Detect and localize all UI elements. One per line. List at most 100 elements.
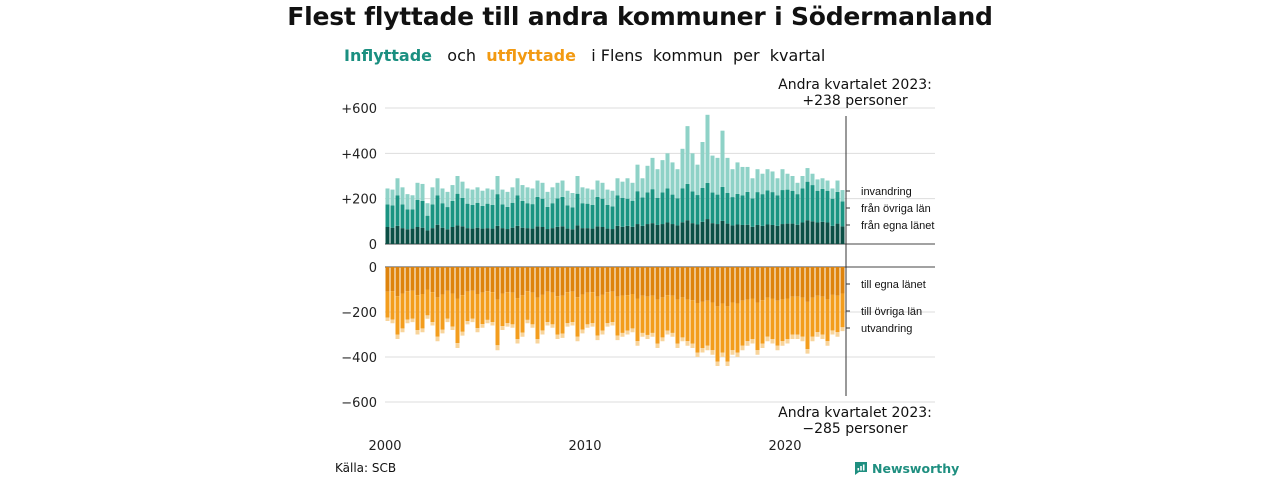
bar-in-egna: [680, 222, 685, 244]
bar-in-egna: [760, 225, 765, 244]
bar-in-egna: [755, 224, 760, 244]
bar-out-egna: [840, 267, 845, 294]
bar-out-utvandring: [760, 343, 765, 348]
bar-out-egna: [440, 267, 445, 295]
bar-in-invandring: [715, 157, 720, 195]
bar-out-utvandring: [650, 332, 655, 337]
bar-out-utvandring: [785, 339, 790, 344]
bar-in-ovriga: [800, 188, 805, 223]
bar-out-utvandring: [545, 322, 550, 326]
bar-out-utvandring: [625, 330, 630, 335]
bar-in-egna: [835, 223, 840, 244]
bar-in-ovriga: [650, 189, 655, 224]
bar-in-egna: [495, 225, 500, 244]
bar-out-ovriga: [625, 295, 630, 331]
bar-in-ovriga: [770, 192, 775, 225]
bar-in-invandring: [650, 157, 655, 190]
bar-out-ovriga: [810, 297, 815, 337]
bar-in-invandring: [490, 189, 495, 205]
bar-in-ovriga: [775, 195, 780, 226]
bar-out-egna: [660, 267, 665, 298]
bar-out-egna: [595, 267, 600, 297]
bar-out-utvandring: [840, 327, 845, 332]
bar-out-egna: [620, 267, 625, 296]
bar-in-ovriga: [820, 188, 825, 222]
bar-in-egna: [700, 221, 705, 244]
bar-in-invandring: [410, 195, 415, 210]
bar-in-egna: [390, 227, 395, 244]
bar-in-ovriga: [535, 196, 540, 227]
bar-in-invandring: [520, 185, 525, 201]
bar-in-ovriga: [545, 206, 550, 230]
bar-in-egna: [465, 228, 470, 244]
bar-out-utvandring: [490, 322, 495, 326]
bar-out-egna: [445, 267, 450, 291]
bar-in-invandring: [775, 178, 780, 196]
bar-in-ovriga: [495, 194, 500, 226]
bar-in-invandring: [555, 182, 560, 199]
bar-in-ovriga: [710, 192, 715, 224]
bar-in-egna: [655, 224, 660, 244]
bar-in-invandring: [645, 165, 650, 193]
bar-in-invandring: [640, 178, 645, 198]
bar-in-invandring: [620, 181, 625, 198]
series-label-in: invandring: [861, 186, 912, 198]
bar-out-utvandring: [590, 323, 595, 327]
bar-in-ovriga: [515, 195, 520, 226]
bar-out-utvandring: [640, 332, 645, 337]
bar-in-ovriga: [560, 196, 565, 227]
bar-out-egna: [800, 267, 805, 298]
bar-out-egna: [520, 267, 525, 296]
bar-in-invandring: [800, 176, 805, 189]
bar-out-ovriga: [815, 295, 820, 333]
bar-in-egna: [640, 225, 645, 244]
bar-in-egna: [780, 224, 785, 244]
bar-out-utvandring: [645, 334, 650, 339]
chart-title: Flest flyttade till andra kommuner i Söd…: [287, 2, 993, 31]
bar-in-ovriga: [505, 206, 510, 230]
bar-in-ovriga: [470, 204, 475, 229]
bar-in-invandring: [740, 166, 745, 196]
bar-out-ovriga: [620, 295, 625, 333]
bar-out-utvandring: [665, 330, 670, 335]
bar-in-invandring: [655, 169, 660, 198]
y-tick-top: +200: [341, 193, 377, 208]
bar-in-ovriga: [525, 203, 530, 229]
bar-out-utvandring: [565, 323, 570, 327]
bar-in-egna: [440, 227, 445, 244]
bar-in-egna: [750, 226, 755, 244]
bar-in-ovriga: [675, 198, 680, 226]
bar-in-egna: [530, 228, 535, 244]
bar-in-ovriga: [605, 204, 610, 229]
newsworthy-logo: Newsworthy: [854, 461, 959, 476]
bar-in-invandring: [750, 178, 755, 199]
bar-in-ovriga: [720, 186, 725, 221]
bar-out-utvandring: [680, 337, 685, 342]
annotation-top-line2: +238 personer: [802, 93, 908, 109]
bar-in-ovriga: [670, 194, 675, 225]
bar-out-egna: [805, 267, 810, 302]
bar-in-egna: [790, 223, 795, 244]
bar-out-ovriga: [495, 299, 500, 346]
bar-out-egna: [395, 267, 400, 297]
bar-in-ovriga: [660, 192, 665, 225]
bar-in-ovriga: [590, 204, 595, 229]
bar-in-ovriga: [805, 181, 810, 221]
bar-out-egna: [770, 267, 775, 299]
bar-in-ovriga: [745, 191, 750, 225]
bar-out-ovriga: [825, 299, 830, 342]
bar-out-utvandring: [505, 323, 510, 327]
bar-out-egna: [640, 267, 645, 296]
bar-out-ovriga: [560, 295, 565, 334]
bar-in-ovriga: [410, 209, 415, 229]
bar-out-utvandring: [420, 328, 425, 333]
bar-in-invandring: [400, 187, 405, 205]
bar-out-ovriga: [505, 292, 510, 324]
bar-in-ovriga: [385, 204, 390, 227]
bar-in-ovriga: [755, 192, 760, 225]
bar-in-invandring: [590, 189, 595, 205]
bar-in-ovriga: [705, 182, 710, 220]
bar-out-ovriga: [765, 297, 770, 337]
bar-in-invandring: [450, 185, 455, 201]
